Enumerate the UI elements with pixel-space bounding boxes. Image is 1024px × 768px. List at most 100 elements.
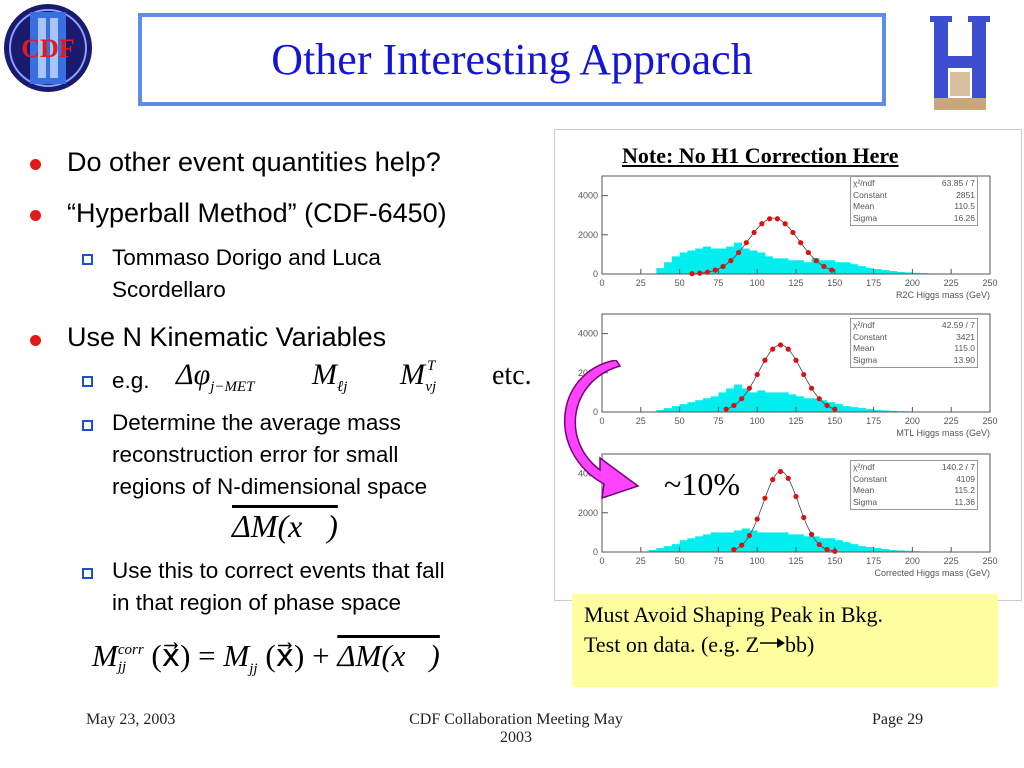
histogram-bar [695, 400, 704, 412]
histogram-bar [842, 542, 851, 552]
fit-point [801, 514, 807, 521]
x-tick-label: 125 [788, 278, 803, 288]
cdf-logo: CDF [4, 4, 92, 92]
y-tick-label: 2000 [578, 230, 598, 240]
histogram-bar [827, 402, 836, 412]
fit-point [801, 371, 807, 378]
arrow-right-icon [760, 637, 786, 648]
fit-point [808, 385, 815, 391]
footer-meeting: CDF Collaboration Meeting May 2003 [409, 711, 623, 746]
histogram-bar [873, 269, 882, 274]
y-tick-label: 4000 [578, 191, 598, 201]
x-tick-label: 100 [750, 278, 765, 288]
histogram-bar [702, 534, 711, 552]
histogram-bar [679, 540, 688, 552]
fit-point [829, 267, 835, 273]
y-tick-label: 0 [593, 269, 598, 279]
fit-point [790, 229, 796, 236]
fit-point [728, 258, 734, 264]
fit-point [697, 270, 703, 276]
fit-point [793, 493, 799, 500]
x-tick-label: 250 [982, 278, 997, 288]
x-tick-label: 150 [827, 416, 842, 426]
fit-stat-row: Constant 3421 [853, 331, 975, 342]
y-tick-label: 0 [593, 547, 598, 557]
x-tick-label: 50 [675, 278, 685, 288]
histogram-bar [796, 396, 805, 412]
x-tick-label: 0 [599, 278, 604, 288]
histogram-bar [873, 548, 882, 552]
sub-bullet-authors-line1: Tommaso Dorigo and Luca [112, 245, 381, 270]
histogram-bar [803, 398, 812, 412]
histogram-bar [788, 260, 797, 274]
fit-point [751, 229, 757, 236]
histogram-bar [749, 392, 758, 412]
fit-stat-row: Mean 115.0 [853, 343, 975, 353]
histogram-mtl: 0255075100125150175200225250020004000MTL… [578, 313, 998, 438]
histogram-bar [803, 262, 812, 274]
determine-line2: reconstruction error for small [112, 442, 399, 467]
svg-text:CDF: CDF [21, 34, 74, 63]
histogram-bar [896, 550, 905, 552]
histogram-bar [710, 532, 719, 552]
bullet-2: “Hyperball Method” (CDF-6450) [67, 198, 447, 228]
histogram-bar [679, 404, 688, 412]
bullet-dot [30, 210, 41, 221]
fit-point [759, 221, 765, 227]
eg-label: e.g. [112, 368, 150, 393]
determine-line3: regions of N-dimensional space [112, 474, 428, 499]
histogram-bar [702, 398, 711, 412]
fit-point [816, 396, 822, 402]
histogram-bar [889, 550, 898, 552]
histogram-bar [741, 248, 750, 274]
histogram-bar [834, 262, 843, 274]
histogram-bar [718, 248, 727, 274]
histogram-bar [889, 410, 898, 412]
x-tick-label: 125 [788, 416, 803, 426]
histogram-bar [702, 246, 711, 274]
histogram-r2c: 0 25 50 75 100 125 150 175 200 225 250 0 2000 4000 R2C… [578, 175, 998, 300]
bullet-dot [30, 335, 41, 346]
slide-title: Other Interesting Approach [271, 35, 753, 84]
x-tick-label: 175 [866, 416, 881, 426]
fit-stat-row: Sigma 13.90 [853, 354, 975, 365]
histogram-bar [788, 394, 797, 412]
x-axis-label: R2C Higgs mass (GeV) [896, 290, 990, 300]
histogram-bar [780, 258, 789, 274]
x-tick-label: 150 [827, 278, 842, 288]
fit-point [731, 547, 737, 553]
fit-point [785, 475, 791, 481]
histogram-corrected: 0255075100125150175200225250020004000Cor… [578, 453, 998, 578]
fit-point [824, 546, 830, 553]
histogram-bar [881, 549, 890, 552]
fit-point [770, 476, 776, 483]
warning-box: Must Avoid Shaping Peak in Bkg. Test on … [572, 594, 998, 687]
histogram-bar [780, 392, 789, 412]
fit-point [739, 396, 745, 402]
x-tick-label: 150 [827, 556, 842, 566]
histogram-bar [764, 532, 774, 552]
sub-bullet-square [82, 254, 93, 265]
histogram-bar [764, 256, 774, 274]
sub-bullet-square [82, 420, 93, 431]
histogram-bar [772, 532, 781, 552]
x-tick-label: 100 [750, 416, 765, 426]
histogram-bar [811, 398, 820, 412]
fit-point [777, 342, 784, 348]
histogram-bar [733, 384, 742, 412]
x-tick-label: 200 [905, 416, 920, 426]
histogram-bar [858, 546, 867, 552]
histogram-bar [803, 536, 812, 552]
bullet-3: Use N Kinematic Variables [67, 322, 387, 352]
fit-point [689, 271, 695, 277]
determine-line1: Determine the average mass [112, 410, 401, 435]
histogram-bar [726, 388, 735, 412]
fit-stat-row: Constant 4109 [853, 473, 975, 484]
histogram-bar [664, 546, 673, 552]
fit-point [805, 249, 812, 256]
histogram-bar [865, 547, 874, 552]
fit-point [782, 221, 788, 227]
histogram-bar [780, 532, 789, 552]
histogram-bar [687, 402, 696, 412]
histogram-bar [741, 388, 750, 412]
